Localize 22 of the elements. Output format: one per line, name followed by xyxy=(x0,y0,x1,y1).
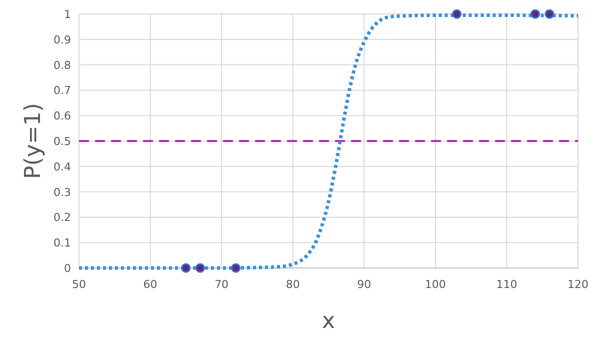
x-tick-label: 120 xyxy=(568,278,588,291)
y-tick-label: 0.8 xyxy=(54,58,71,72)
y-tick-label: 0 xyxy=(64,262,71,275)
x-tick-label: 80 xyxy=(286,278,300,291)
y-tick-label: 0.5 xyxy=(54,135,71,148)
y-tick-label: 0.9 xyxy=(54,33,71,46)
x-tick-label: 100 xyxy=(424,278,446,291)
x-tick-label: 90 xyxy=(357,278,372,291)
y-tick-label: 0.2 xyxy=(54,211,71,224)
y-tick-label: 0.7 xyxy=(54,84,71,98)
y-tick-label: 0.4 xyxy=(54,160,71,174)
x-tick-label: 60 xyxy=(143,278,158,291)
y-tick-label: 1 xyxy=(64,8,71,21)
x-tick-label: 70 xyxy=(214,278,229,291)
line-series xyxy=(77,14,580,270)
y-tick-label: 0.6 xyxy=(54,110,71,123)
x-axis-title: x xyxy=(322,309,336,334)
y-tick-label: 0.3 xyxy=(54,186,71,199)
x-tick-label: 50 xyxy=(72,278,86,291)
x-tick-label: 110 xyxy=(496,278,518,291)
y-axis-title: P(y=1) xyxy=(21,103,46,179)
y-tick-label: 0.1 xyxy=(54,236,71,250)
